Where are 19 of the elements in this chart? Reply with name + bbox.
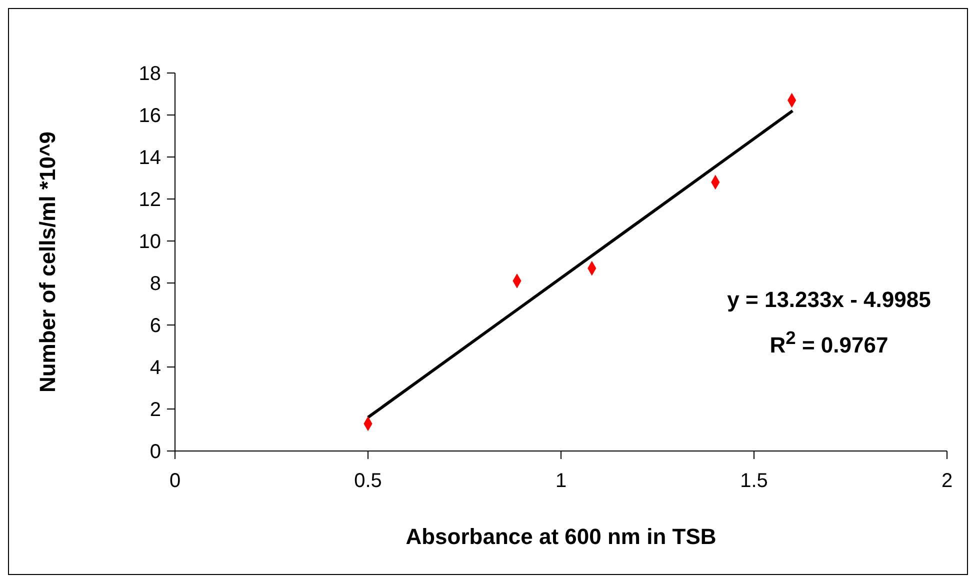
x-tick-label: 1	[555, 470, 567, 492]
x-axis-title: Absorbance at 600 nm in TSB	[406, 524, 716, 549]
y-tick-label: 16	[138, 105, 161, 128]
y-tick-label: 6	[150, 315, 161, 338]
annotation: R$^{2}$ = 0.9767	[768, 326, 890, 360]
x-tick-label: 1.5	[740, 470, 768, 492]
y-tick-label: 18	[138, 63, 161, 86]
y-tick-label: 2	[150, 399, 161, 422]
y-tick-label: 0	[150, 441, 161, 464]
annotation: y = 13.233x - 4.9985	[726, 286, 932, 314]
y-axis-title: Number of cells/ml *10^9	[34, 131, 60, 393]
x-tick-label: 2	[941, 470, 953, 492]
y-tick-label: 4	[150, 357, 161, 380]
x-tick-label: 0	[169, 470, 181, 492]
y-tick-label: 8	[150, 273, 161, 296]
y-tick-label: 10	[138, 231, 161, 254]
y-tick-label: 12	[138, 189, 161, 212]
y-tick-label: 14	[138, 147, 161, 170]
x-tick-label: 0.5	[354, 470, 382, 492]
